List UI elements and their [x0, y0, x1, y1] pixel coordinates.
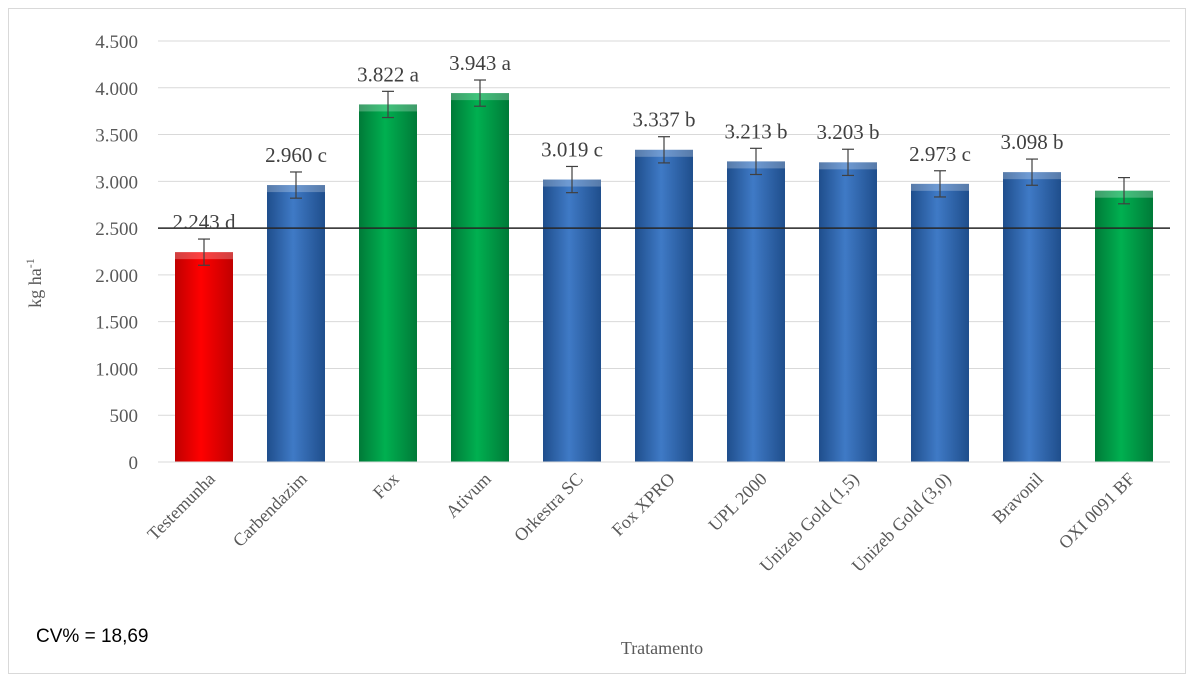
error-bar [290, 171, 302, 199]
y-tick-label: 4.000 [95, 79, 138, 100]
x-axis-title: Tratamento [621, 638, 703, 658]
y-tick-label: 4.500 [95, 32, 138, 53]
x-tick-label: Unizeb Gold (3,0) [848, 469, 956, 577]
error-bar [934, 170, 946, 198]
x-tick-label: Ativum [442, 469, 495, 522]
cv-note: CV% = 18,69 [36, 626, 149, 647]
error-bar [566, 165, 578, 194]
error-bar [658, 136, 670, 164]
error-bar [750, 147, 762, 176]
y-tick-label: 1.000 [95, 359, 138, 380]
y-tick-label: 2.000 [95, 266, 138, 287]
y-tick-label: 3.000 [95, 172, 138, 193]
x-tick-label: Fox XPRO [608, 469, 679, 540]
bar [451, 93, 509, 462]
error-bar [198, 238, 210, 266]
y-tick-label: 0 [129, 453, 139, 474]
y-tick-label: 2.500 [95, 219, 138, 240]
error-bar [1118, 176, 1130, 205]
error-bar [842, 148, 854, 177]
bar [911, 183, 969, 463]
y-tick-label: 1.500 [95, 313, 138, 334]
data-label: 3.822 a [357, 62, 420, 86]
data-label: 2.243 d [173, 210, 237, 234]
bar [359, 104, 417, 462]
x-axis-category-labels: Testemunha Carbendazim Fox Ativum Orkestra S… [143, 469, 1138, 577]
bar [1095, 190, 1153, 462]
bars [175, 93, 1153, 463]
bar [819, 162, 877, 462]
y-tick-label: 3.500 [95, 126, 138, 147]
data-label: 2.960 c [265, 143, 327, 167]
bar [543, 179, 601, 462]
bar [727, 161, 785, 462]
x-tick-label: OXI 0091 BF [1055, 469, 1139, 553]
x-tick-label: Bravonil [988, 469, 1047, 528]
error-bar [474, 79, 486, 107]
x-tick-label: UPL 2000 [704, 469, 770, 535]
error-bars [198, 79, 1130, 266]
data-label: 3.337 b [633, 108, 696, 132]
x-tick-label: Testemunha [143, 469, 218, 544]
x-tick-label: Orkestra SC [510, 469, 587, 546]
data-labels: 2.243 d 2.960 c 3.822 a 3.943 a 3.019 c 3.337… [173, 51, 1064, 234]
y-axis-title-superscript: -1 [23, 258, 37, 268]
bar [175, 252, 233, 462]
data-label: 3.019 c [541, 137, 603, 161]
data-label: 3.943 a [449, 51, 512, 75]
y-axis-ticks: 0 500 1.000 1.500 2.000 2.500 3.000 3.500 4.000 4… [95, 32, 138, 474]
data-label: 3.203 b [817, 120, 880, 144]
x-tick-label: Fox [369, 469, 403, 503]
error-bar [382, 90, 394, 119]
x-tick-label: Carbendazim [229, 469, 311, 551]
bar [267, 185, 325, 462]
bar [1003, 172, 1061, 462]
data-label: 3.098 b [1001, 130, 1064, 154]
y-tick-label: 500 [110, 406, 139, 427]
error-bar [1026, 158, 1038, 186]
bar [635, 149, 693, 462]
data-label: 3.213 b [725, 119, 788, 143]
y-axis-title: kg ha-1 [23, 258, 45, 308]
x-tick-label: Unizeb Gold (1,5) [756, 469, 864, 577]
data-label: 2.973 c [909, 142, 971, 166]
